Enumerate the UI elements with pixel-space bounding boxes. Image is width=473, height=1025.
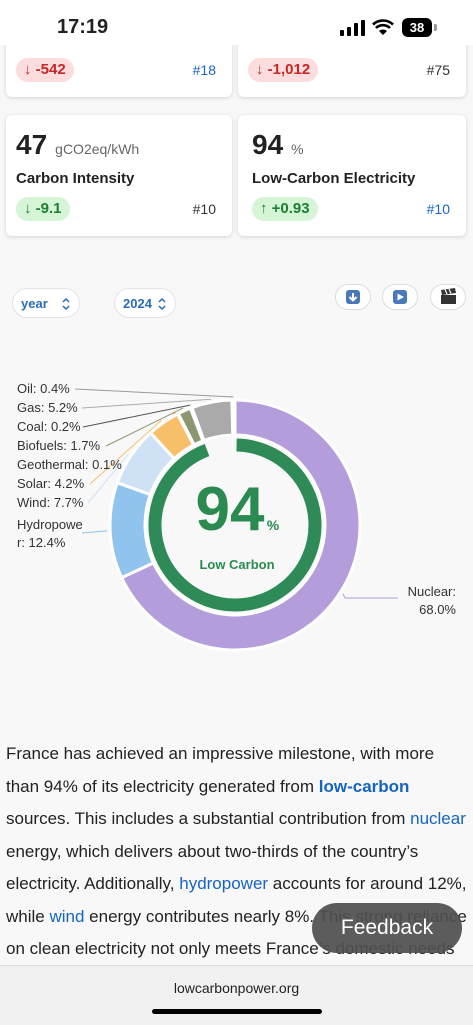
- time: 17:19: [57, 16, 109, 38]
- leader-line: [82, 404, 191, 428]
- card: 47 gCO2eq/kWh Carbon Intensity ↓ -9.1 #10: [6, 115, 232, 236]
- browser-bar: lowcarbonpower.org: [0, 965, 473, 1025]
- chevron: [62, 298, 70, 310]
- metric-value: 94: [252, 129, 284, 160]
- leader-line: [87, 453, 129, 504]
- change-badge: ↓ -542: [16, 58, 74, 82]
- metric-unit: %: [291, 141, 304, 157]
- metric-value: 47: [16, 129, 48, 160]
- text-link[interactable]: wind: [49, 906, 85, 926]
- signal-icon: [340, 20, 365, 36]
- clapper-icon: [441, 288, 456, 304]
- leader-line: [105, 407, 184, 447]
- status-bar: 17:19 38: [0, 0, 473, 45]
- wifi-icon: [372, 19, 394, 35]
- leader-line: [74, 388, 234, 398]
- text-link[interactable]: low-carbon: [318, 776, 410, 796]
- battery-level: 38: [409, 20, 425, 35]
- year-select[interactable]: 2024: [114, 288, 176, 318]
- center-label: Low Carbon: [199, 557, 274, 572]
- low-carbon-arc: [148, 438, 322, 612]
- period-value: year: [21, 296, 48, 311]
- slice-label: Wind: 7.7%: [17, 495, 84, 510]
- download-icon: [346, 290, 360, 304]
- leader-line: [81, 398, 212, 409]
- play-button[interactable]: [382, 284, 418, 310]
- donut-slice: [190, 398, 235, 443]
- change-badge: ↓ -9.1: [16, 197, 70, 221]
- chevron: [158, 298, 166, 310]
- play-icon: [393, 290, 407, 304]
- slice-label: Gas: 5.2%: [17, 400, 78, 415]
- center-value: 94: [196, 475, 265, 544]
- period-select[interactable]: year: [12, 288, 80, 318]
- home-indicator: [152, 1009, 322, 1014]
- card: 94% Low-Carbon Electricity ↑ +0.93 #10: [238, 115, 466, 236]
- slice-label: Solar: 4.2%: [17, 476, 85, 491]
- donut-slice: [149, 412, 196, 461]
- leader-line: [81, 530, 108, 534]
- download-button[interactable]: [335, 284, 371, 310]
- change-badge: ↓ -1,012: [248, 58, 319, 82]
- text-run: sources. This includes a substantial con…: [6, 809, 411, 828]
- metric: 47 gCO2eq/kWh: [16, 129, 139, 161]
- metric-unit: gCO2eq/kWh: [55, 141, 140, 157]
- text-run: France has achieved an impressive milest…: [6, 744, 435, 796]
- slice-label: Coal: 0.2%: [17, 419, 81, 434]
- leader-line: [342, 593, 398, 599]
- year-value: 2024: [123, 296, 152, 311]
- slice-label: Hydropower: 12.4%: [17, 517, 83, 550]
- text-run: accounts for around 12%, while: [6, 874, 467, 926]
- slice-label: Oil: 0.4%: [17, 381, 70, 396]
- slice-label: Nuclear: 68.0%: [407, 584, 456, 617]
- leader-line: [89, 419, 162, 485]
- video-button[interactable]: [430, 284, 466, 310]
- battery: 38: [402, 18, 432, 37]
- rank: #75: [426, 62, 450, 78]
- metric: 94%: [252, 129, 304, 161]
- rank-link[interactable]: #18: [192, 62, 216, 78]
- text-run: energy, which delivers about two-thirds …: [6, 841, 419, 894]
- metric-label: Low-Carbon Electricity: [252, 170, 416, 187]
- url: lowcarbonpower.org: [173, 980, 300, 996]
- donut-chart: 94 % Low Carbon: [74, 388, 398, 652]
- metric-label: Carbon Intensity: [16, 170, 135, 187]
- donut-slice: [115, 431, 176, 497]
- slice-label: Geothermal: 0.1%: [17, 457, 122, 472]
- center-unit: %: [267, 517, 280, 533]
- slice-label: Biofuels: 1.7%: [17, 438, 101, 453]
- rank-link[interactable]: #10: [426, 201, 450, 217]
- donut-slice: [108, 481, 155, 580]
- donut-slice: [120, 398, 362, 652]
- text-link[interactable]: nuclear: [410, 809, 466, 828]
- feedback-button[interactable]: Feedback: [312, 903, 462, 953]
- battery-tip: [434, 24, 437, 31]
- rank: #10: [192, 201, 216, 217]
- change-badge: ↑ +0.93: [252, 197, 318, 221]
- text-link[interactable]: hydropower: [179, 874, 269, 893]
